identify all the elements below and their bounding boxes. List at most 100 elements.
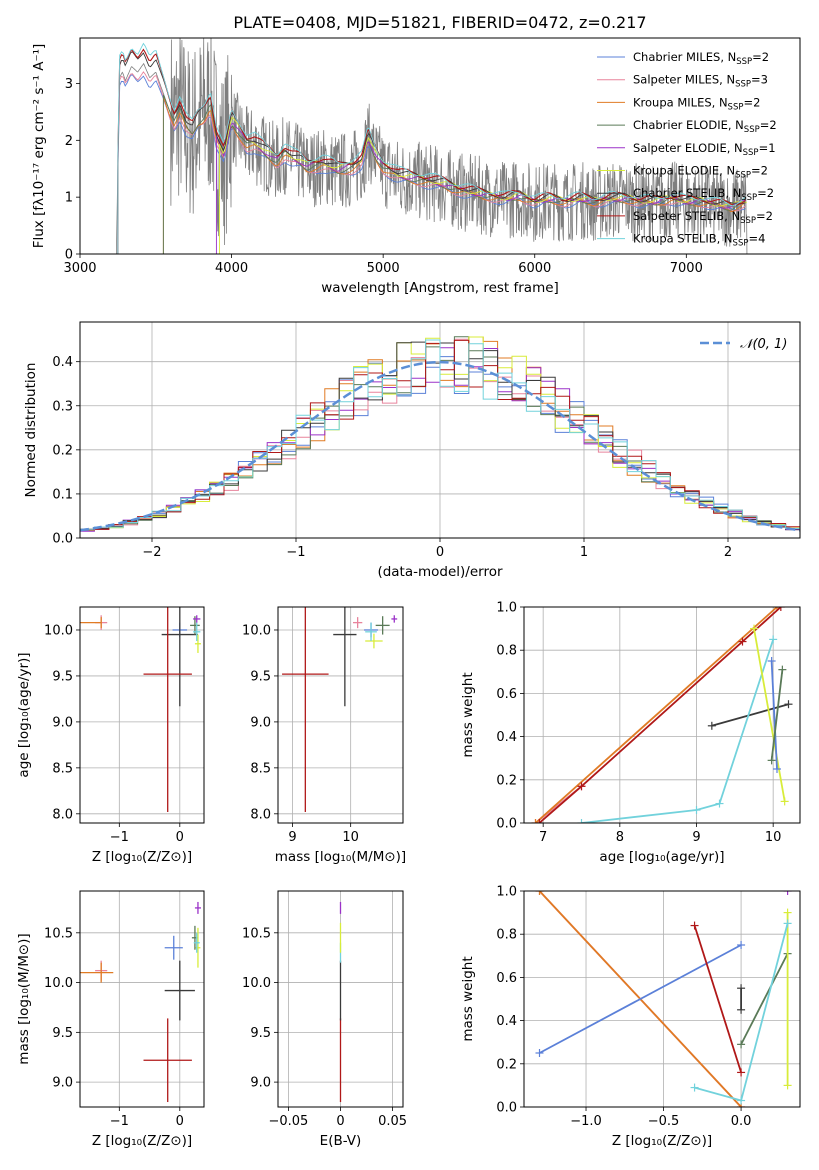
weight-line-salpeter-stelib <box>693 925 742 1073</box>
axes-frame <box>523 890 801 1108</box>
x-axis-label: Z [log₁₀(Z/Z⊙)] <box>92 1133 192 1149</box>
x-tick-label: 0 <box>336 1114 344 1129</box>
legend-label: Salpeter MILES, NSSP=3 <box>633 73 768 90</box>
legend-count: =1 <box>759 141 776 155</box>
legend-label: Chabrier MILES, NSSP=2 <box>633 50 769 67</box>
legend-count: =4 <box>748 232 765 246</box>
x-axis-label: mass [log₁₀(M/M⊙)] <box>275 849 406 865</box>
y-tick-label: 9.0 <box>52 715 73 730</box>
y-tick-label: 0.4 <box>52 355 73 370</box>
y-tick-label: 0.4 <box>496 730 517 745</box>
x-tick-label: 9 <box>692 830 700 845</box>
weight-line-chabrier-miles <box>539 944 742 1054</box>
y-tick-label: 10.0 <box>44 623 73 638</box>
axes-frame <box>79 890 205 1108</box>
plot-area <box>535 891 792 1107</box>
x-tick-label: 0 <box>176 830 184 845</box>
legend-label: Chabrier STELIB, NSSP=2 <box>633 186 774 203</box>
x-tick-label: 0.0 <box>731 1114 752 1129</box>
y-tick-label: 0.1 <box>52 487 73 502</box>
model-line-salpeter-stelib <box>117 48 746 254</box>
x-tick-label: 1 <box>580 545 588 560</box>
legend-label: Salpeter STELIB, NSSP=2 <box>633 209 773 226</box>
model-line-salpeter-miles <box>117 71 746 254</box>
weight-line-kroupa-elodie <box>753 628 786 802</box>
legend-count: =2 <box>751 164 768 178</box>
plot-area <box>80 607 201 812</box>
legend-label: 𝒩(0, 1) <box>740 337 787 352</box>
y-axis-label: mass weight <box>460 672 476 757</box>
model-line-chabrier-stelib <box>117 51 746 254</box>
x-tick-label: 10 <box>342 830 359 845</box>
legend-count: =2 <box>743 95 760 109</box>
y-axis-label: age [log₁₀(age/yr)] <box>16 652 32 777</box>
model-line-chabrier-miles <box>117 74 746 254</box>
y-tick-label: 10.0 <box>242 623 271 638</box>
axes-frame <box>79 37 801 255</box>
x-tick-label: 5000 <box>367 261 400 276</box>
legend-subscript: SSP <box>743 148 759 158</box>
panel-mass-vs-Z: −1 0 9.0 9.5 10.0 10.5 Z [log₁₀(Z/Z⊙)] mass [lo… <box>16 890 205 1149</box>
y-tick-label: 8.5 <box>250 761 271 776</box>
x-tick-label: −1.0 <box>570 1114 602 1129</box>
plot-area <box>80 901 201 1103</box>
y-tick-label: 9.0 <box>250 1076 271 1091</box>
y-tick-label: 0.4 <box>496 1014 517 1029</box>
x-tick-label: 0.05 <box>378 1114 407 1129</box>
panel-residuals: −2 −1 0 1 2 0.0 0.1 0.2 0.3 0.4 (data-model)/error… <box>23 321 801 580</box>
y-tick-label: 0.2 <box>496 1057 517 1072</box>
x-axis-label: E(B-V) <box>320 1133 362 1149</box>
weight-line-kroupa-miles <box>534 607 778 823</box>
panel-age-vs-Z: −1 0 8.0 8.5 9.0 9.5 10.0 Z [log₁₀(Z/Z⊙)] age [l… <box>16 606 205 865</box>
axes-frame <box>523 606 801 824</box>
plot-area <box>80 38 748 254</box>
legend-label: Kroupa STELIB, NSSP=4 <box>633 232 765 249</box>
x-tick-label: 0 <box>436 545 444 560</box>
y-tick-label: 0.0 <box>496 1101 517 1116</box>
y-tick-label: 0.0 <box>52 532 73 547</box>
y-tick-label: 0.8 <box>496 928 517 943</box>
plot-area <box>282 607 398 812</box>
y-axis-label: mass weight <box>460 956 476 1041</box>
y-tick-label: 2 <box>65 134 73 149</box>
y-tick-label: 10.0 <box>44 976 73 991</box>
panel-weight-vs-Z: −1.0 −0.5 0.0 0.0 0.2 0.4 0.6 0.8 1.0 Z [log₁₀(Z/… <box>460 885 801 1149</box>
y-tick-label: 8.0 <box>52 807 73 822</box>
x-axis-label: Z [log₁₀(Z/Z⊙)] <box>92 849 192 865</box>
legend-count: =2 <box>756 209 773 223</box>
figure-title: PLATE=0408, MJD=51821, FIBERID=0472, z=0… <box>233 13 646 32</box>
weight-line-salpeter-stelib <box>538 607 782 823</box>
panel-mass-vs-EBV: −0.05 0 0.05 9.0 9.5 10.0 10.5 E(B-V) <box>242 890 407 1149</box>
model-line-kroupa-stelib <box>117 42 746 254</box>
y-tick-label: 10.5 <box>242 926 271 941</box>
y-tick-label: 0.2 <box>52 443 73 458</box>
x-tick-label: 7 <box>539 830 547 845</box>
y-tick-label: 10.5 <box>44 926 73 941</box>
data-spectrum-line <box>80 38 748 254</box>
axes-frame <box>79 321 801 539</box>
panel-age-vs-mass: 9 10 8.0 8.5 9.0 9.5 10.0 mass [log₁₀(M/M⊙)] <box>242 606 406 865</box>
y-tick-label: 1 <box>65 191 73 206</box>
x-tick-label: −0.5 <box>648 1114 680 1129</box>
y-axis-label: Normed distribution <box>23 363 39 498</box>
x-tick-label: 9 <box>288 830 296 845</box>
weight-line-chabrier-stelib <box>711 703 789 727</box>
axes-frame <box>79 606 205 824</box>
x-tick-label: 0 <box>176 1114 184 1129</box>
y-tick-label: 0.8 <box>496 644 517 659</box>
y-tick-label: 1.0 <box>496 601 517 616</box>
y-tick-label: 0.6 <box>496 687 517 702</box>
y-tick-label: 0 <box>65 248 73 263</box>
legend-subscript: SSP <box>735 171 751 181</box>
y-tick-label: 8.0 <box>250 807 271 822</box>
legend-subscript: SSP <box>744 125 760 135</box>
legend-subscript: SSP <box>735 80 751 90</box>
y-tick-label: 9.5 <box>250 669 271 684</box>
axes-frame <box>277 606 404 824</box>
weight-line-chabrier-miles <box>770 660 778 770</box>
weight-line-chabrier-elodie <box>740 953 789 1045</box>
weight-line-chabrier-elodie <box>770 669 784 761</box>
y-tick-label: 9.5 <box>52 1026 73 1041</box>
legend-subscript: SSP <box>740 216 756 226</box>
y-tick-label: 0.6 <box>496 971 517 986</box>
